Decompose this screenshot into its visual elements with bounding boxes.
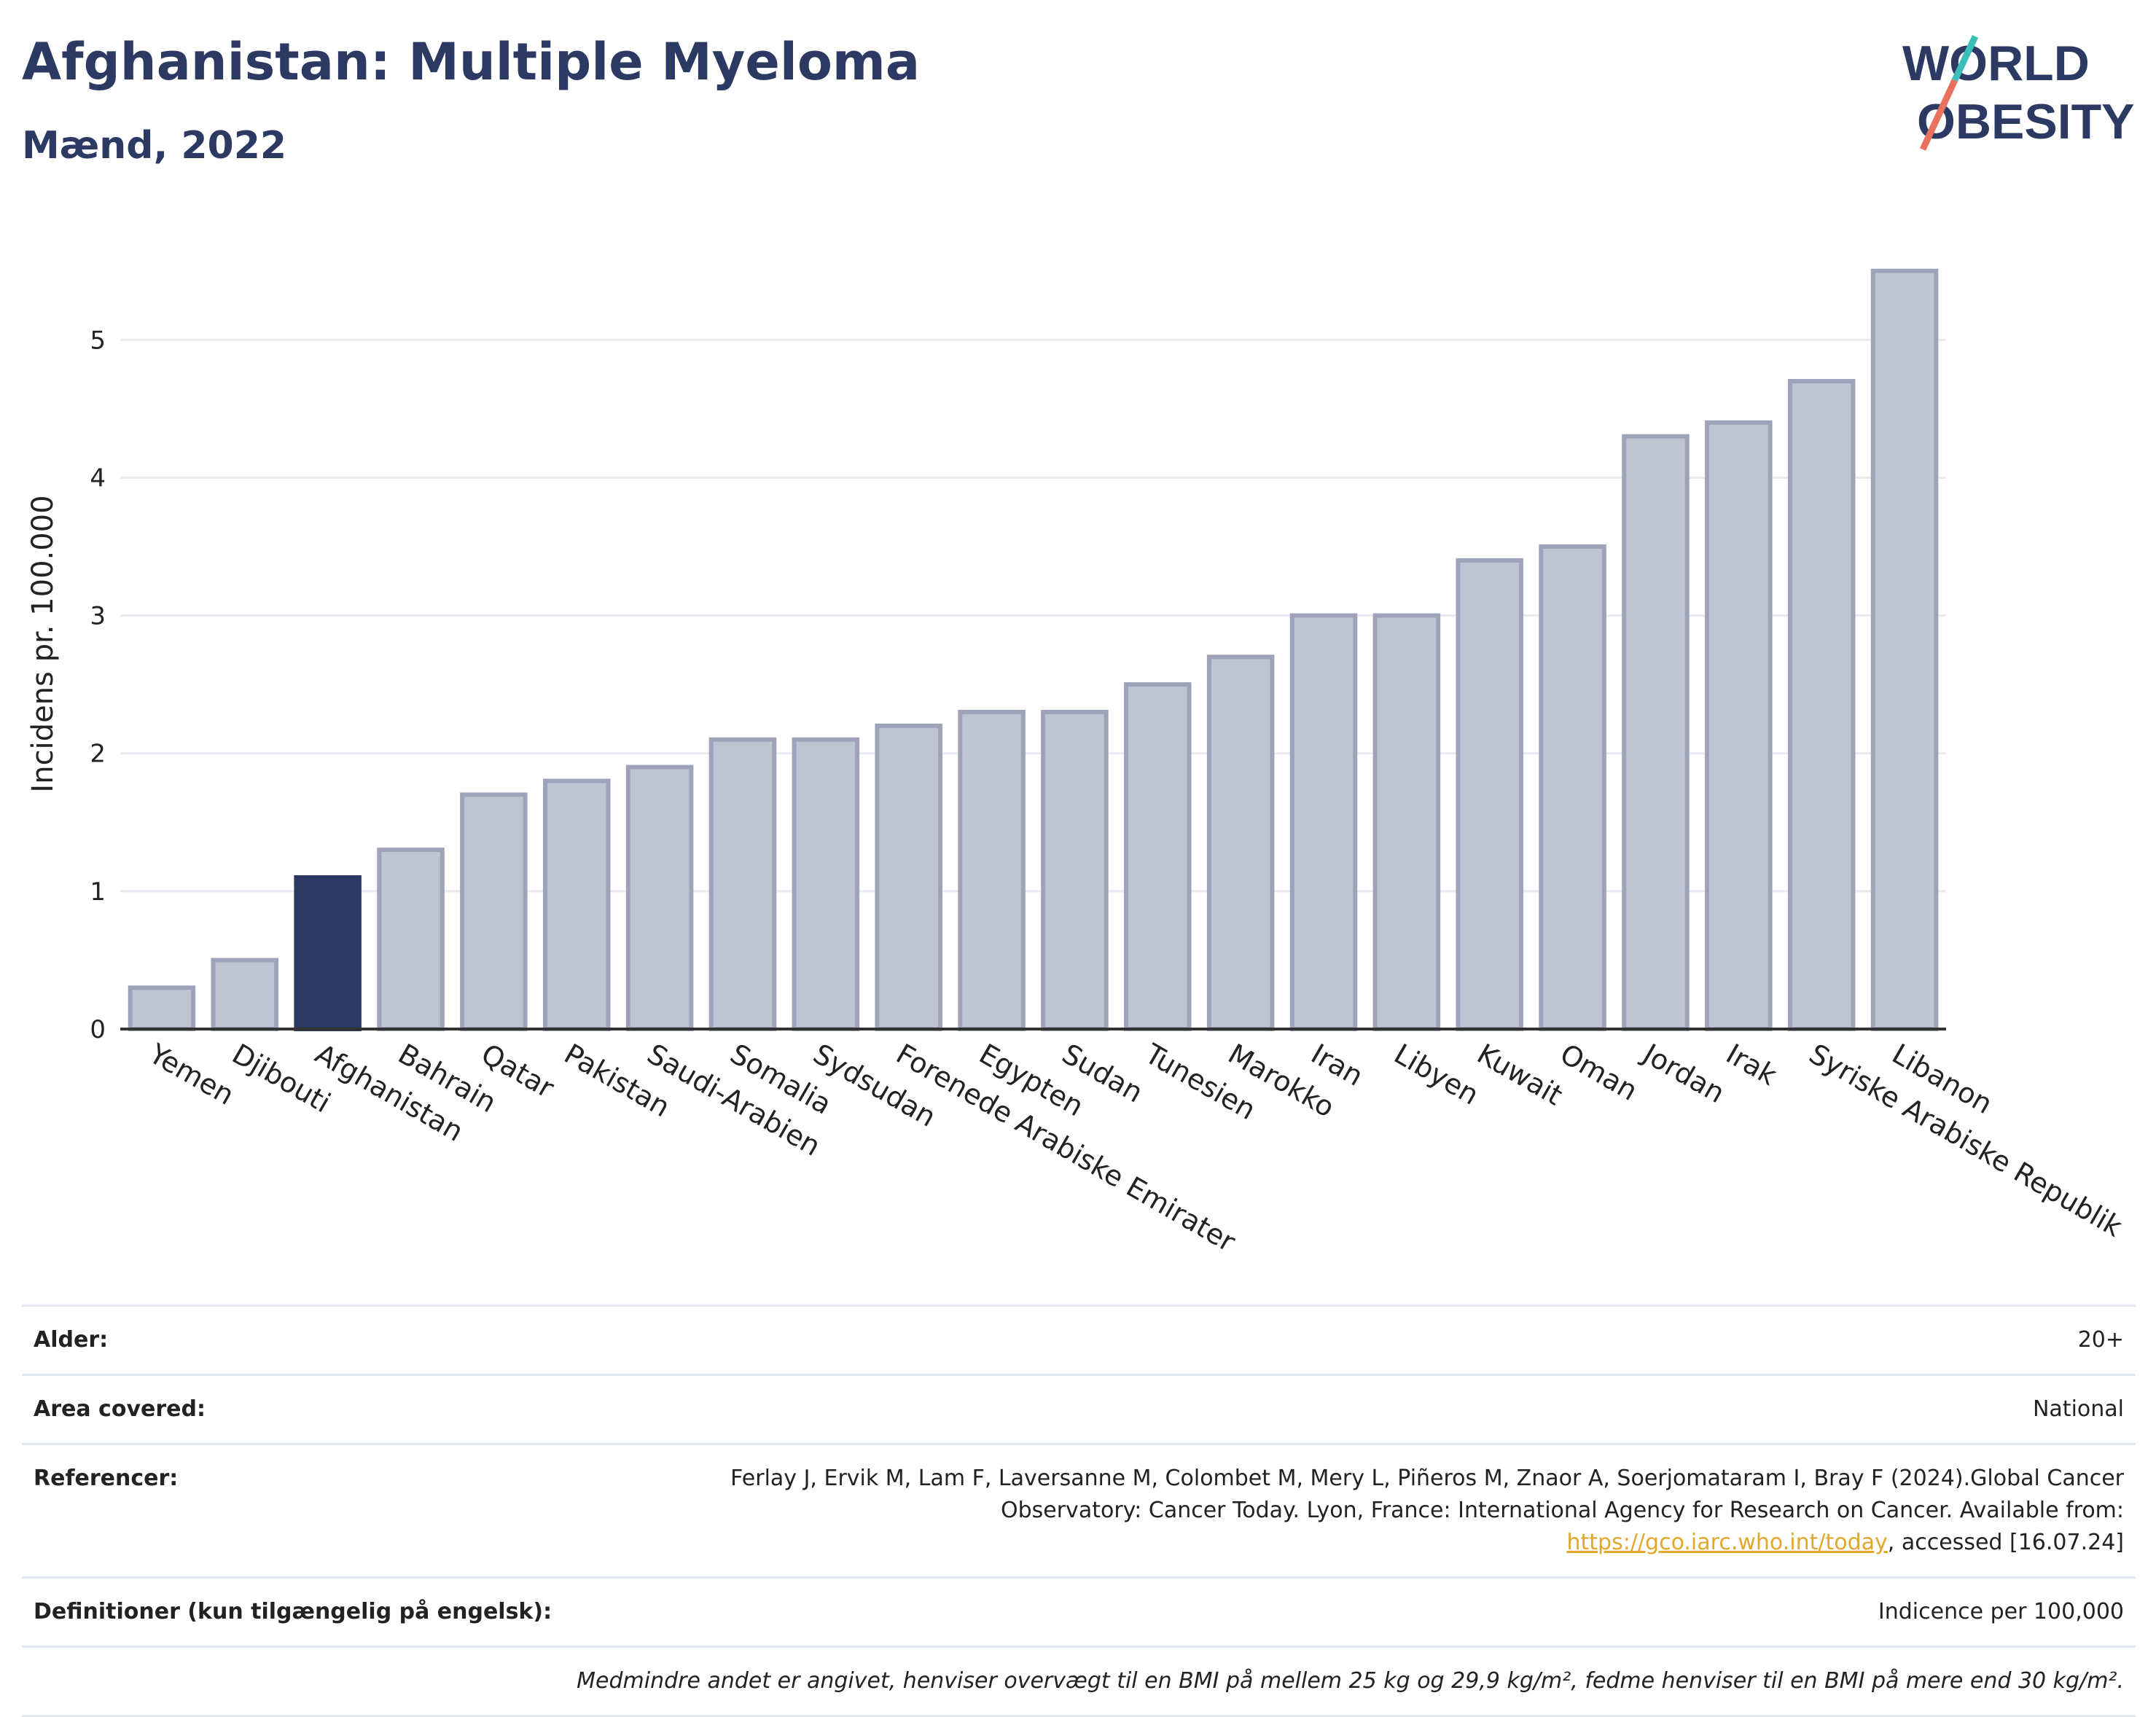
bar-jordan[interactable] xyxy=(1622,434,1690,1031)
y-tick-label: 0 xyxy=(90,1015,106,1044)
metadata-table: Alder: 20+ Area covered: National Refere… xyxy=(22,1305,2136,1717)
bar-iran[interactable] xyxy=(1289,613,1358,1031)
bar-oman[interactable] xyxy=(1539,544,1606,1031)
references-label: Referencer: xyxy=(34,1466,179,1491)
bar-yemen[interactable] xyxy=(128,985,196,1032)
y-tick-label: 5 xyxy=(90,326,106,355)
x-tick-label: Libyen xyxy=(1388,1038,1484,1111)
y-tick-label: 2 xyxy=(90,740,106,769)
footnote-row: Medmindre andet er angivet, henviser ove… xyxy=(22,1646,2136,1717)
bar-bahrain[interactable] xyxy=(377,848,445,1032)
x-tick-label: Kuwait xyxy=(1472,1038,1568,1112)
bar-egypten[interactable] xyxy=(958,709,1026,1032)
page-title: Afghanistan: Multiple Myeloma xyxy=(22,32,921,92)
references-value: Ferlay J, Ervik M, Lam F, Laversanne M, … xyxy=(666,1463,2124,1559)
x-tick-label: Yemen xyxy=(144,1037,240,1111)
age-value: 20+ xyxy=(2077,1327,2124,1353)
y-axis-label: Incidens pr. 100.000 xyxy=(26,495,60,792)
svg-text:OBESITY: OBESITY xyxy=(1917,94,2135,149)
bar-pakistan[interactable] xyxy=(542,778,611,1032)
references-text: Ferlay J, Ervik M, Lam F, Laversanne M, … xyxy=(730,1466,2124,1523)
x-tick-label: Oman xyxy=(1555,1038,1643,1107)
bar-afghanistan[interactable] xyxy=(294,875,362,1031)
references-row: Referencer: Ferlay J, Ervik M, Lam F, La… xyxy=(22,1443,2136,1576)
x-tick-label: Irak xyxy=(1721,1038,1782,1092)
page-subtitle: Mænd, 2022 xyxy=(22,124,287,168)
bar-forenede-arabiske-emirater[interactable] xyxy=(875,723,942,1031)
bar-qatar[interactable] xyxy=(460,792,528,1032)
bar-libyen[interactable] xyxy=(1372,613,1441,1031)
bar-irak[interactable] xyxy=(1705,420,1773,1031)
area-value: National xyxy=(2032,1396,2124,1422)
footnote-text: Medmindre andet er angivet, henviser ove… xyxy=(577,1668,2124,1694)
bar-syriske-arabiske-republik[interactable] xyxy=(1787,379,1856,1031)
x-tick-label: Jordan xyxy=(1636,1037,1730,1110)
bar-saudi-arabien[interactable] xyxy=(625,764,694,1031)
area-row: Area covered: National xyxy=(22,1374,2136,1443)
references-accessed: , accessed [16.07.24] xyxy=(1887,1530,2124,1555)
bar-libanon[interactable] xyxy=(1870,268,1939,1032)
y-tick-label: 3 xyxy=(90,602,106,631)
bar-djibouti[interactable] xyxy=(211,958,279,1031)
age-row: Alder: 20+ xyxy=(22,1305,2136,1374)
area-label: Area covered: xyxy=(34,1396,206,1422)
x-tick-label: Syriske Arabiske Republik xyxy=(1804,1038,2128,1243)
age-label: Alder: xyxy=(34,1327,109,1353)
world-obesity-logo: WORLD OBESITY xyxy=(1902,35,2135,151)
bar-tunesien[interactable] xyxy=(1124,682,1192,1031)
definitions-value: Indicence per 100,000 xyxy=(1878,1599,2124,1624)
bar-marokko[interactable] xyxy=(1206,654,1275,1031)
y-tick-label: 4 xyxy=(90,464,106,493)
definitions-label: Definitioner (kun tilgængelig på engelsk… xyxy=(34,1599,552,1624)
svg-text:WORLD: WORLD xyxy=(1902,36,2090,91)
bar-somalia[interactable] xyxy=(708,737,777,1032)
bar-sydsudan[interactable] xyxy=(792,737,860,1032)
references-link[interactable]: https://gco.iarc.who.int/today xyxy=(1566,1530,1888,1555)
bar-sudan[interactable] xyxy=(1041,709,1109,1032)
definitions-row: Definitioner (kun tilgængelig på engelsk… xyxy=(22,1576,2136,1646)
y-tick-label: 1 xyxy=(90,877,106,907)
bar-kuwait[interactable] xyxy=(1456,558,1524,1031)
